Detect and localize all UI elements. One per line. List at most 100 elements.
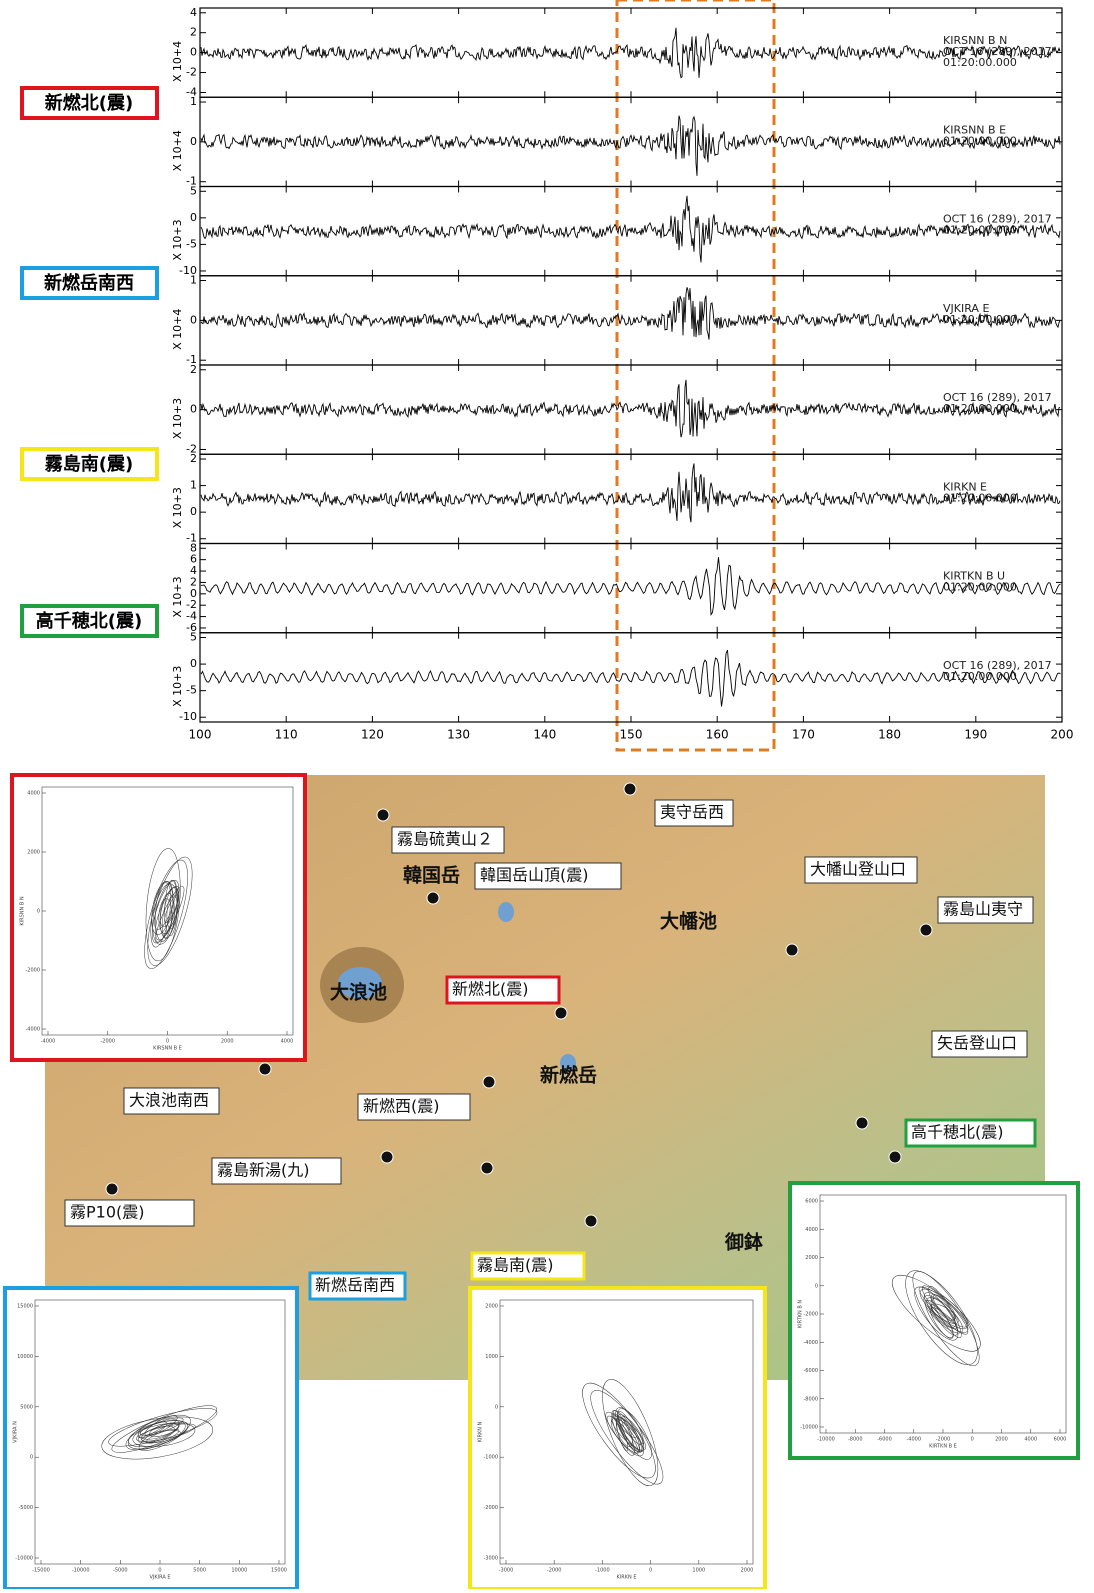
inset-tick-label: -5000 (113, 1568, 128, 1574)
inset-tick-label: 10000 (17, 1354, 33, 1360)
y-tick-label: 0 (190, 211, 197, 224)
map-label: 霧島山夷守 (943, 900, 1023, 919)
station-label: 高千穂北(震) (36, 610, 142, 632)
inset-tick-label: 0 (30, 1455, 33, 1461)
y-tick-label: 0 (190, 403, 197, 416)
waveform (201, 464, 1060, 523)
scale-label: X 10+4 (171, 41, 184, 82)
map-label: 大幡池 (660, 910, 717, 933)
map-label: 矢岳登山口 (937, 1034, 1017, 1053)
y-tick-label: 1 (190, 479, 197, 492)
waveform (201, 380, 1060, 437)
waveform (201, 650, 1061, 707)
inset-tick-label: -2000 (936, 1437, 951, 1443)
inset-ylabel: KIRKN N (478, 1421, 484, 1442)
station-label: 霧島南(震) (45, 453, 133, 475)
inset-tick-label: -6000 (803, 1368, 818, 1374)
inset-xlabel: KIRSNN B E (153, 1046, 182, 1052)
inset-frame (12, 775, 305, 1060)
station-marker (920, 924, 932, 936)
waveform (201, 116, 1060, 176)
inset-tick-label: 2000 (27, 850, 40, 856)
waveform (201, 28, 1060, 78)
inset-tick-label: -10000 (800, 1425, 818, 1431)
x-tick-label: 150 (620, 728, 643, 742)
inset-tick-label: -8000 (848, 1437, 863, 1443)
trace-frame (200, 544, 1062, 633)
inset-tick-label: 15000 (271, 1568, 287, 1574)
map-label: 大浪池 (330, 981, 387, 1004)
inset-tick-label: 0 (815, 1283, 818, 1289)
map-label: 韓国岳山頂(震) (480, 866, 589, 885)
trace-frame (200, 97, 1062, 186)
x-tick-label: 120 (361, 728, 384, 742)
inset-tick-label: 0 (166, 1039, 169, 1045)
inset-ylabel: KIRTKN B N (798, 1300, 804, 1329)
map-label: 大幡山登山口 (810, 860, 906, 879)
scale-label: X 10+3 (171, 219, 184, 260)
map-label: 霧P10(震) (70, 1203, 145, 1222)
inset-tick-label: -10000 (15, 1556, 33, 1562)
y-tick-label: 0 (190, 313, 197, 326)
inset-tick-label: 5000 (193, 1568, 206, 1574)
inset-tick-label: 0 (495, 1404, 498, 1410)
map-label: 夷守岳西 (660, 803, 724, 822)
station-marker (259, 1063, 271, 1075)
station-marker (856, 1117, 868, 1129)
x-tick-label: 100 (189, 728, 212, 742)
inset-tick-label: -10000 (72, 1568, 90, 1574)
map-label: 大浪池南西 (129, 1091, 209, 1110)
inset-tick-label: 0 (158, 1568, 161, 1574)
inset-tick-label: 1000 (485, 1354, 498, 1360)
inset-ylabel: VJKIRA N (13, 1421, 19, 1443)
trace-frame (200, 633, 1062, 722)
inset-frame (470, 1288, 765, 1589)
inset-tick-label: -3000 (483, 1556, 498, 1562)
waveform (201, 287, 1060, 339)
y-tick-label: 2 (190, 363, 197, 376)
station-label: 新燃北(震) (45, 92, 133, 114)
x-tick-label: 130 (447, 728, 470, 742)
lake (498, 902, 514, 922)
y-tick-label: 5 (190, 184, 197, 197)
waveform (201, 196, 1060, 263)
inset-tick-label: 2000 (485, 1304, 498, 1310)
map-label: 霧島硫黄山２ (397, 830, 493, 849)
map-label: 霧島新湯(九) (217, 1161, 310, 1180)
inset-tick-label: 2000 (805, 1255, 818, 1261)
station-marker (427, 892, 439, 904)
inset-tick-label: 2000 (995, 1437, 1008, 1443)
inset-tick-label: 4000 (27, 791, 40, 797)
inset-xlabel: KIRKN E (617, 1575, 637, 1581)
inset-tick-label: -4000 (803, 1340, 818, 1346)
station-marker (585, 1215, 597, 1227)
map-label: 高千穂北(震) (911, 1123, 1004, 1142)
scale-label: X 10+3 (171, 666, 184, 707)
inset-tick-label: -4000 (41, 1039, 56, 1045)
figure: 420-2-4X 10+4KIRSNN B NOCT 16 (289), 201… (0, 0, 1094, 1589)
inset-tick-label: 4000 (805, 1227, 818, 1233)
inset-tick-label: 4000 (1024, 1437, 1037, 1443)
map-label: 霧島南(震) (477, 1256, 554, 1275)
inset-tick-label: -2000 (483, 1505, 498, 1511)
inset-tick-label: 1000 (692, 1568, 705, 1574)
inset-tick-label: -4000 (906, 1437, 921, 1443)
y-tick-label: -10 (179, 710, 197, 723)
station-marker (381, 1151, 393, 1163)
station-marker (483, 1076, 495, 1088)
y-tick-label: 0 (190, 505, 197, 518)
inset-tick-label: -8000 (803, 1396, 818, 1402)
y-tick-label: 0 (190, 46, 197, 59)
map-label: 御鉢 (724, 1231, 763, 1254)
inset-tick-label: 5000 (20, 1404, 33, 1410)
y-tick-label: 0 (190, 657, 197, 670)
inset-tick-label: 6000 (805, 1199, 818, 1205)
station-label: 新燃岳南西 (44, 272, 134, 294)
waveform (201, 557, 1061, 614)
scale-label: X 10+4 (171, 130, 184, 171)
inset-tick-label: -2000 (803, 1312, 818, 1318)
y-tick-label: -2 (186, 66, 197, 79)
inset-tick-label: 0 (971, 1437, 974, 1443)
y-tick-label: 4 (190, 6, 197, 19)
inset-tick-label: -2000 (547, 1568, 562, 1574)
